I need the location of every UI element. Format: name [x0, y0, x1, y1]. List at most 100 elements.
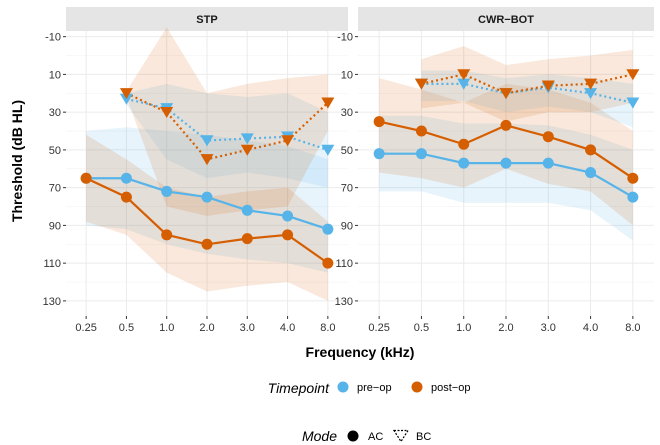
- y-tick-label: 110: [43, 258, 61, 270]
- point-pre-op-AC: [161, 185, 173, 197]
- point-pre-op-BC: [240, 133, 254, 145]
- point-pre-op-BC: [584, 88, 598, 100]
- point-post-op-AC: [322, 257, 334, 269]
- point-pre-op-AC: [585, 167, 597, 179]
- point-pre-op-AC: [120, 172, 132, 184]
- ribbon-pre-op-BC: [126, 83, 328, 188]
- y-tick-label: 70: [49, 183, 61, 195]
- legend-pre-op-label: pre−op: [357, 382, 392, 394]
- legend-post-op-key: [411, 381, 423, 393]
- x-tick-label: 1.0: [456, 322, 471, 334]
- x-tick-label: 0.25: [368, 322, 389, 334]
- point-post-op-BC: [321, 97, 335, 109]
- point-pre-op-BC: [457, 78, 471, 90]
- point-post-op-AC: [282, 229, 294, 241]
- y-axis: -10 10 30 50 70 90 110 130 -10 10 30 50 70 90 110 130: [43, 32, 358, 308]
- point-pre-op-AC: [415, 148, 427, 160]
- point-post-op-BC: [240, 144, 254, 156]
- point-post-op-AC: [161, 229, 173, 241]
- panel-strip: [66, 7, 348, 31]
- y-tick-label: 70: [341, 183, 353, 195]
- point-pre-op-AC: [373, 148, 385, 160]
- x-tick-label: 3.0: [240, 322, 255, 334]
- line-pre-op-BC: [126, 97, 329, 151]
- point-post-op-BC: [584, 78, 598, 90]
- y-tick-label: 50: [49, 145, 61, 157]
- point-post-op-AC: [80, 172, 92, 184]
- ribbon-post-op-AC: [86, 134, 328, 301]
- point-post-op-BC: [499, 88, 513, 100]
- legend-timepoint-title: Timepoint: [268, 380, 330, 396]
- x-tick-label: 3.0: [541, 322, 556, 334]
- x-tick-label: 4.0: [583, 322, 598, 334]
- point-post-op-AC: [585, 144, 597, 156]
- legend-bc-label: BC: [416, 431, 431, 443]
- legend-bc-key: [392, 429, 410, 443]
- legend-mode: Mode AC BC: [302, 428, 431, 444]
- legend-pre-op-key: [337, 381, 349, 393]
- point-pre-op-BC: [200, 135, 214, 147]
- y-tick-label: 10: [341, 69, 353, 81]
- facet-panels: STP CWR−BOT: [66, 7, 654, 316]
- x-tick-label: 0.5: [119, 322, 134, 334]
- point-post-op-AC: [542, 131, 554, 143]
- x-tick-label: 4.0: [280, 322, 295, 334]
- point-pre-op-BC: [321, 144, 335, 156]
- point-pre-op-AC: [500, 157, 512, 169]
- point-post-op-AC: [458, 138, 470, 150]
- legend-mode-title: Mode: [302, 428, 337, 444]
- panel-strip: [358, 7, 654, 31]
- point-post-op-AC: [120, 191, 132, 203]
- point-post-op-BC: [457, 69, 471, 81]
- x-tick-label: 2.0: [199, 322, 214, 334]
- panel-title: CWR−BOT: [478, 14, 534, 26]
- line-post-op-BC: [421, 73, 634, 95]
- legend-ac-label: AC: [368, 431, 383, 443]
- point-post-op-AC: [373, 116, 385, 128]
- x-tick-label: 0.5: [414, 322, 429, 334]
- point-post-op-BC: [119, 88, 133, 100]
- y-tick-label: 90: [341, 220, 353, 232]
- point-post-op-AC: [415, 125, 427, 137]
- y-tick-label: 50: [341, 145, 353, 157]
- point-pre-op-AC: [458, 157, 470, 169]
- y-tick-label: 90: [49, 220, 61, 232]
- point-pre-op-BC: [626, 97, 640, 109]
- y-tick-label: -10: [45, 32, 61, 44]
- point-pre-op-AC: [542, 157, 554, 169]
- point-post-op-AC: [241, 233, 253, 245]
- point-pre-op-AC: [282, 210, 294, 222]
- ribbon-post-op-BC: [126, 27, 328, 216]
- point-post-op-BC: [160, 106, 174, 119]
- y-tick-label: 30: [341, 107, 353, 119]
- point-pre-op-AC: [201, 191, 213, 203]
- y-tick-label: 10: [49, 69, 61, 81]
- ribbon-pre-op-AC: [379, 115, 633, 241]
- y-tick-label: 110: [335, 258, 353, 270]
- point-pre-op-AC: [241, 204, 253, 216]
- legend-post-op-label: post−op: [431, 382, 470, 394]
- panel-0: STP: [66, 7, 348, 316]
- ribbon-post-op-BC: [421, 46, 633, 122]
- y-tick-label: -10: [337, 32, 353, 44]
- x-axis-title: Frequency (kHz): [306, 344, 415, 360]
- point-post-op-BC: [626, 69, 640, 81]
- x-tick-label: 2.0: [498, 322, 513, 334]
- panel-1: CWR−BOT: [358, 7, 654, 316]
- point-post-op-BC: [414, 78, 428, 90]
- panel-title: STP: [196, 14, 217, 26]
- legend-timepoint: Timepoint pre−op post−op: [268, 380, 471, 396]
- point-post-op-BC: [281, 135, 295, 147]
- point-post-op-BC: [200, 154, 214, 166]
- point-post-op-AC: [201, 238, 213, 250]
- legend-ac-key: [347, 430, 359, 442]
- point-post-op-BC: [541, 80, 555, 92]
- y-tick-label: 30: [49, 107, 61, 119]
- point-post-op-AC: [627, 172, 639, 184]
- point-post-op-AC: [500, 119, 512, 131]
- y-tick-label: 130: [43, 296, 61, 308]
- point-pre-op-AC: [322, 223, 334, 235]
- y-tick-label: 130: [335, 296, 353, 308]
- point-pre-op-AC: [627, 191, 639, 203]
